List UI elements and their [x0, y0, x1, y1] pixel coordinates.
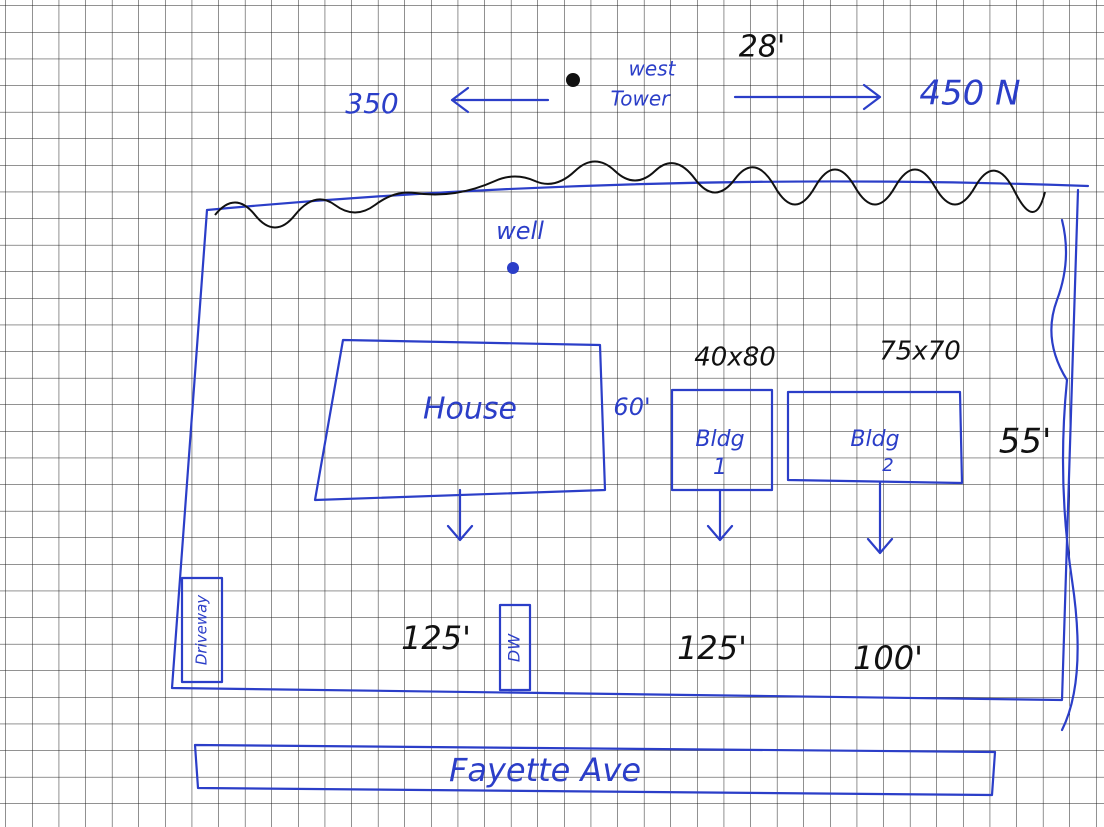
distance-east: 450 N — [919, 74, 1020, 114]
setback: 125' — [677, 629, 747, 667]
driveway-label: Driveway — [193, 594, 211, 665]
building-label: Bldg — [850, 427, 899, 452]
building-number: 2 — [882, 455, 893, 476]
arrow-down — [866, 481, 894, 555]
building — [786, 390, 964, 485]
building-label: Bldg — [695, 427, 744, 452]
building-number: 1 — [713, 455, 727, 480]
well-label: well — [496, 217, 544, 245]
building-size: 75x70 — [879, 337, 961, 367]
fence-scribble — [1050, 218, 1079, 732]
tree-line — [214, 160, 1046, 229]
driveway-label: DW — [505, 633, 524, 662]
arrow-west — [450, 86, 550, 114]
arrow-east — [733, 83, 882, 111]
house-label: House — [423, 392, 517, 427]
side-dimension: 55' — [999, 422, 1052, 462]
driveway — [498, 603, 532, 692]
street-label: Fayette Ave — [449, 751, 641, 789]
tower-height: 28' — [739, 30, 785, 65]
setback: 125' — [401, 619, 471, 657]
setback: 100' — [853, 639, 923, 677]
driveway — [180, 576, 224, 684]
tower-dot — [566, 73, 580, 87]
house — [313, 338, 607, 502]
arrow-down — [446, 488, 474, 542]
property-line — [170, 180, 1090, 702]
distance-west: 350 — [345, 87, 398, 120]
building-size: 40x80 — [694, 343, 776, 373]
tower-label: Tower — [611, 87, 672, 111]
well-dot — [507, 262, 519, 274]
gap-dimension: 60' — [613, 393, 650, 421]
arrow-down — [706, 488, 734, 542]
building — [670, 388, 774, 492]
street — [193, 743, 997, 797]
tower-label: west — [629, 57, 677, 81]
